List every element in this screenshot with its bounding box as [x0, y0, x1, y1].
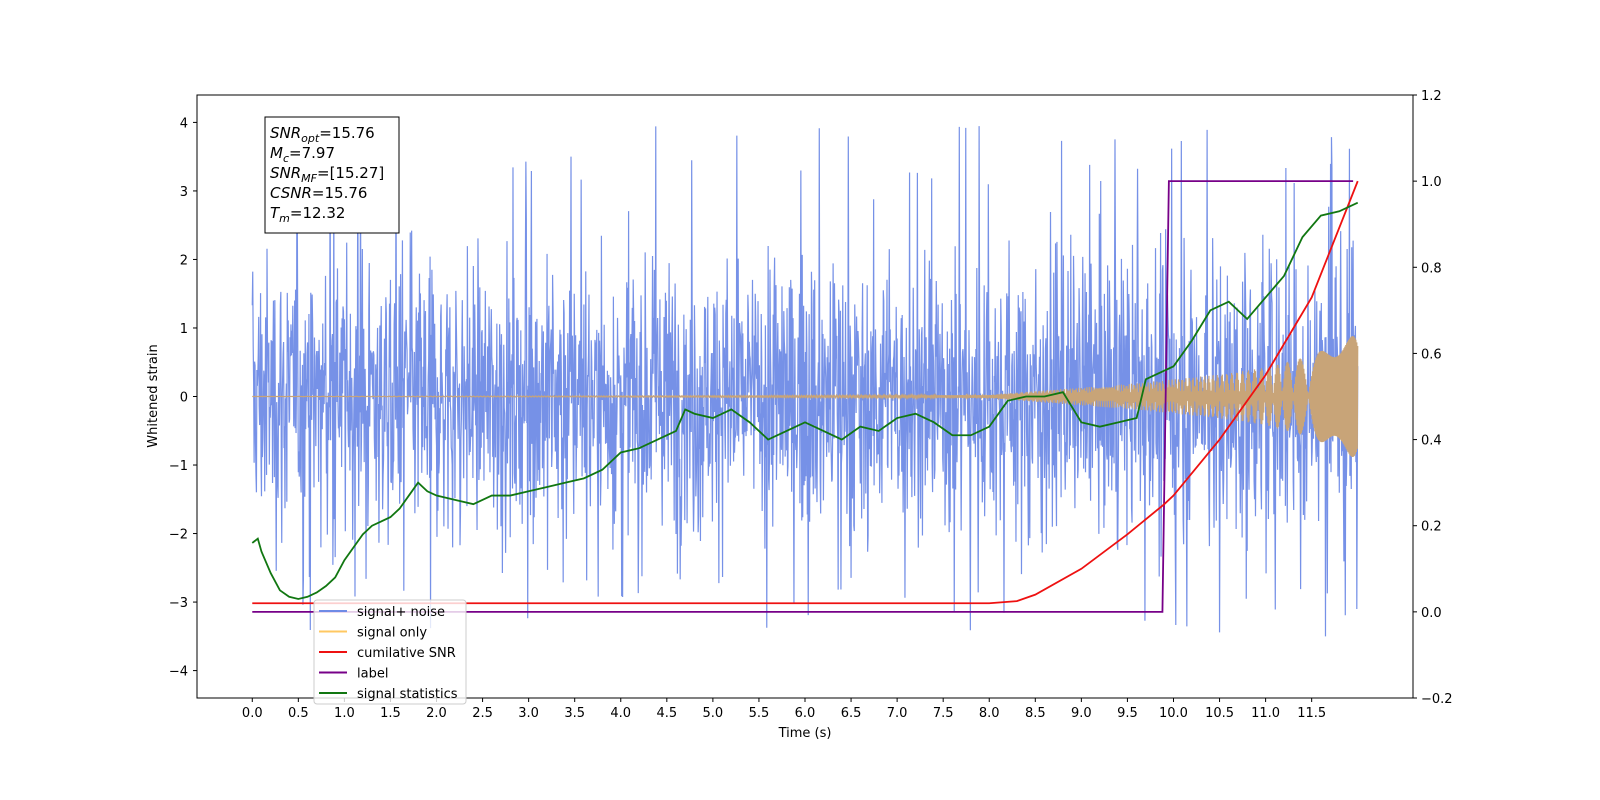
stat-subscript: c — [283, 152, 289, 165]
x-tick-label: 1.0 — [334, 706, 355, 721]
x-axis-label: Time (s) — [778, 726, 832, 741]
stat-value: =7.97 — [289, 144, 335, 162]
plot-area — [251, 117, 1359, 637]
stat-value: =15.76 — [312, 184, 368, 202]
stat-value: =[15.27] — [317, 164, 384, 182]
label-line — [252, 180, 1354, 613]
y2-tick-label: 0.2 — [1421, 520, 1442, 535]
y-tick-label: −4 — [169, 665, 188, 680]
stats-box-frame — [264, 116, 400, 234]
y-tick-label: 4 — [180, 116, 188, 131]
x-tick-label: 11.5 — [1297, 706, 1326, 721]
y-tick-label: 0 — [180, 391, 188, 406]
legend-label: signal only — [357, 626, 427, 641]
stat-subscript: m — [279, 212, 290, 225]
stat-name: SNR — [270, 124, 301, 142]
x-tick-label: 9.5 — [1117, 706, 1138, 721]
stat-line: SNRMF=[15.27] — [270, 164, 384, 185]
x-tick-label: 2.5 — [472, 706, 493, 721]
legend-label: signal+ noise — [357, 605, 445, 620]
y-axis-right: 1.2 1.0 0.8 0.6 0.4 0.2 0.0 −0.2 — [1413, 89, 1453, 707]
stat-line: CSNR=15.76 — [270, 184, 367, 202]
y-tick-label: 1 — [180, 322, 188, 337]
stats-annotation-box: SNRopt=15.76Mc=7.97SNRMF=[15.27]CSNR=15.… — [264, 116, 400, 234]
x-tick-label: 0.5 — [288, 706, 309, 721]
legend-label: cumilative SNR — [357, 646, 456, 661]
stat-name: CSNR — [270, 184, 312, 202]
x-tick-label: 7.5 — [933, 706, 954, 721]
x-tick-label: 6.0 — [795, 706, 816, 721]
x-tick-label: 6.5 — [841, 706, 862, 721]
stat-name: T — [270, 204, 281, 222]
stat-line: SNRopt=15.76 — [270, 124, 375, 145]
stat-name: M — [270, 144, 283, 162]
y-axis-label: Whitened strain — [146, 344, 161, 447]
y-tick-label: 2 — [180, 253, 188, 268]
x-tick-label: 11.0 — [1251, 706, 1280, 721]
x-tick-label: 9.0 — [1071, 706, 1092, 721]
x-tick-label: 4.5 — [656, 706, 677, 721]
x-tick-label: 8.5 — [1025, 706, 1046, 721]
y-tick-label: −3 — [169, 596, 188, 611]
x-tick-label: 0.0 — [242, 706, 263, 721]
x-tick-label: 7.0 — [887, 706, 908, 721]
stat-subscript: MF — [301, 172, 317, 185]
cumulative-snr-line — [252, 180, 1359, 605]
x-tick-label: 5.5 — [749, 706, 770, 721]
stat-name: SNR — [270, 164, 301, 182]
x-tick-label: 3.5 — [564, 706, 585, 721]
x-tick-label: 4.0 — [610, 706, 631, 721]
y-axis-left: 4 3 2 1 0 −1 −2 −3 −4 — [169, 116, 197, 680]
x-tick-label: 5.0 — [703, 706, 724, 721]
y2-tick-label: 0.0 — [1421, 606, 1442, 621]
x-tick-label: 2.0 — [426, 706, 447, 721]
x-tick-label: 8.0 — [979, 706, 1000, 721]
y2-tick-label: 0.6 — [1421, 347, 1442, 362]
legend: signal+ noise signal only cumilative SNR la… — [313, 599, 467, 705]
x-tick-label: 3.0 — [518, 706, 539, 721]
stat-line: Mc=7.97 — [270, 144, 335, 165]
y2-tick-label: −0.2 — [1421, 692, 1453, 707]
y-tick-label: −2 — [169, 528, 188, 543]
x-axis: 0.0 0.5 1.0 1.5 2.0 2.5 3.0 3.5 4.0 4.5 5.0 5.5 6.0 6… — [242, 698, 1326, 721]
y2-tick-label: 1.0 — [1421, 175, 1442, 190]
series-signal-only — [252, 336, 1359, 457]
stat-value: =15.76 — [319, 124, 375, 142]
legend-label: label — [357, 667, 388, 682]
y-tick-label: 3 — [180, 185, 188, 200]
signal-only-line — [252, 336, 1359, 457]
y2-tick-label: 1.2 — [1421, 89, 1442, 104]
signal-statistics-line — [251, 201, 1359, 600]
x-tick-label: 10.5 — [1205, 706, 1234, 721]
y2-tick-label: 0.8 — [1421, 261, 1442, 276]
legend-label: signal statistics — [357, 687, 458, 702]
x-tick-label: 10.0 — [1159, 706, 1188, 721]
stat-subscript: opt — [301, 132, 320, 145]
y2-tick-label: 0.4 — [1421, 434, 1442, 449]
y-tick-label: −1 — [169, 459, 188, 474]
series-signal-noise — [251, 117, 1359, 637]
legend-frame — [313, 599, 467, 705]
x-tick-label: 1.5 — [380, 706, 401, 721]
stat-line: Tm=12.32 — [270, 204, 345, 225]
series-lines — [251, 180, 1359, 613]
stat-value: =12.32 — [290, 204, 346, 222]
signal-noise-line — [251, 117, 1359, 637]
